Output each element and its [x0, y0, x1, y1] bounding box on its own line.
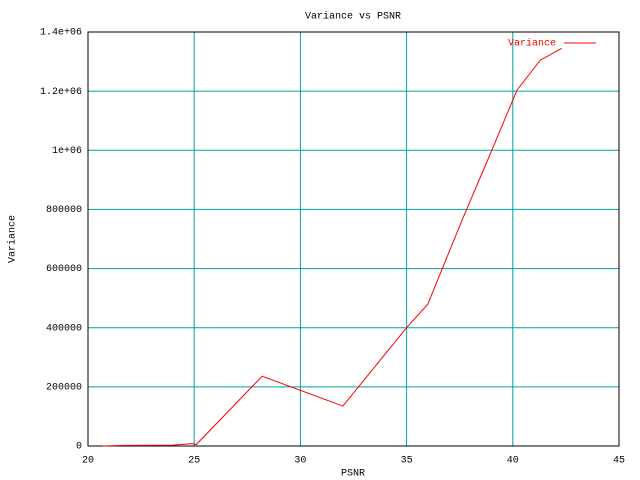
y-tick-label: 1.4e+06 [40, 28, 82, 39]
y-tick-label: 600000 [46, 264, 82, 275]
x-axis-label: PSNR [341, 469, 365, 480]
y-tick-label: 1e+06 [52, 146, 82, 157]
y-tick-label: 800000 [46, 205, 82, 216]
chart-title: Variance vs PSNR [305, 11, 401, 23]
x-tick-label: 30 [294, 456, 306, 467]
plot-border [87, 31, 620, 447]
y-axis-label: Variance [7, 215, 19, 263]
y-tick-label: 1.2e+06 [40, 87, 82, 98]
x-tick-label: 35 [401, 456, 413, 467]
y-tick-label: 200000 [46, 382, 82, 393]
x-tick-label: 45 [613, 456, 625, 467]
x-tick-label: 20 [82, 456, 94, 467]
legend-label: Variance [508, 38, 556, 50]
y-tick-label: 0 [76, 442, 82, 453]
x-tick-label: 40 [507, 456, 519, 467]
y-tick-label: 400000 [46, 323, 82, 334]
data-line [102, 47, 562, 447]
x-tick-label: 25 [188, 456, 200, 467]
